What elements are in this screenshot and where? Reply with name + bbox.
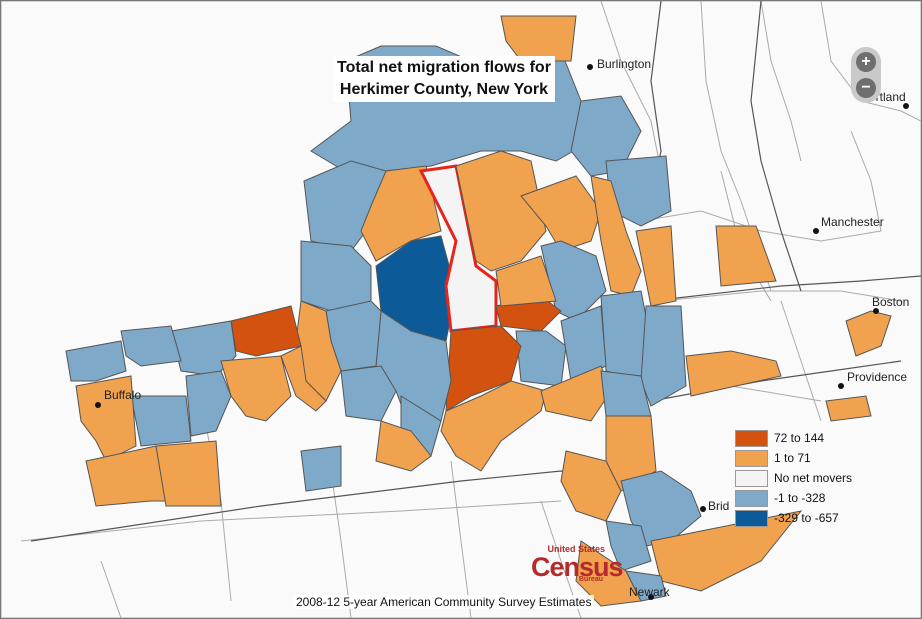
legend-row-low-negative: -1 to -328 [735,488,852,508]
bridgeport-label: Brid [708,499,729,513]
census-logo-top: United States [547,544,605,554]
legend-row-low-positive: 1 to 71 [735,448,852,468]
zoom-out-button[interactable]: − [856,78,876,98]
census-logo-word: Census [531,552,624,582]
legend-label-none: No net movers [774,471,853,485]
legend-row-none: No net movers [735,468,852,488]
buffalo-label: Buffalo [104,388,141,402]
legend-row-high: 72 to 144 [735,428,852,448]
newark-label: Newark [629,585,671,599]
newark-dot [648,594,654,600]
legend-label-high: 72 to 144 [774,431,825,445]
legend-label-high-negative: -329 to -657 [774,511,839,525]
zoom-control: + − [851,47,881,103]
legend-label-low-positive: 1 to 71 [774,451,811,465]
census-logo-bottom: Bureau [578,576,603,583]
legend-swatch-low-negative [735,489,768,507]
manchester-dot [813,228,819,234]
map-legend: 72 to 144 1 to 71 No net movers -1 to -3… [735,428,852,528]
county-layer [65,15,892,607]
bridgeport-dot [700,506,706,512]
map-title-line2: Herkimer County, New York [339,81,548,98]
legend-label-low-negative: -1 to -328 [774,491,826,505]
legend-swatch-high-negative [735,509,768,527]
census-logo: United States Census Bureau [531,544,624,584]
legend-swatch-none [735,469,768,487]
portland-dot [903,103,909,109]
providence-dot [838,383,844,389]
source-footer: 2008-12 5-year American Community Survey… [293,595,595,609]
zoom-in-button[interactable]: + [856,52,876,72]
legend-swatch-low-positive [735,449,768,467]
boston-label: Boston [872,295,909,309]
legend-row-high-negative: -329 to -657 [735,508,852,528]
map-title-line1: Total net migration flows for [337,59,551,76]
burlington-label: Burlington [597,57,651,71]
providence-label: Providence [847,370,907,384]
manchester-label: Manchester [821,215,884,229]
legend-swatch-high [735,429,768,447]
buffalo-dot [95,402,101,408]
map-title: Total net migration flows for Herkimer C… [333,56,555,102]
burlington-dot [587,64,593,70]
boston-dot [873,308,879,314]
